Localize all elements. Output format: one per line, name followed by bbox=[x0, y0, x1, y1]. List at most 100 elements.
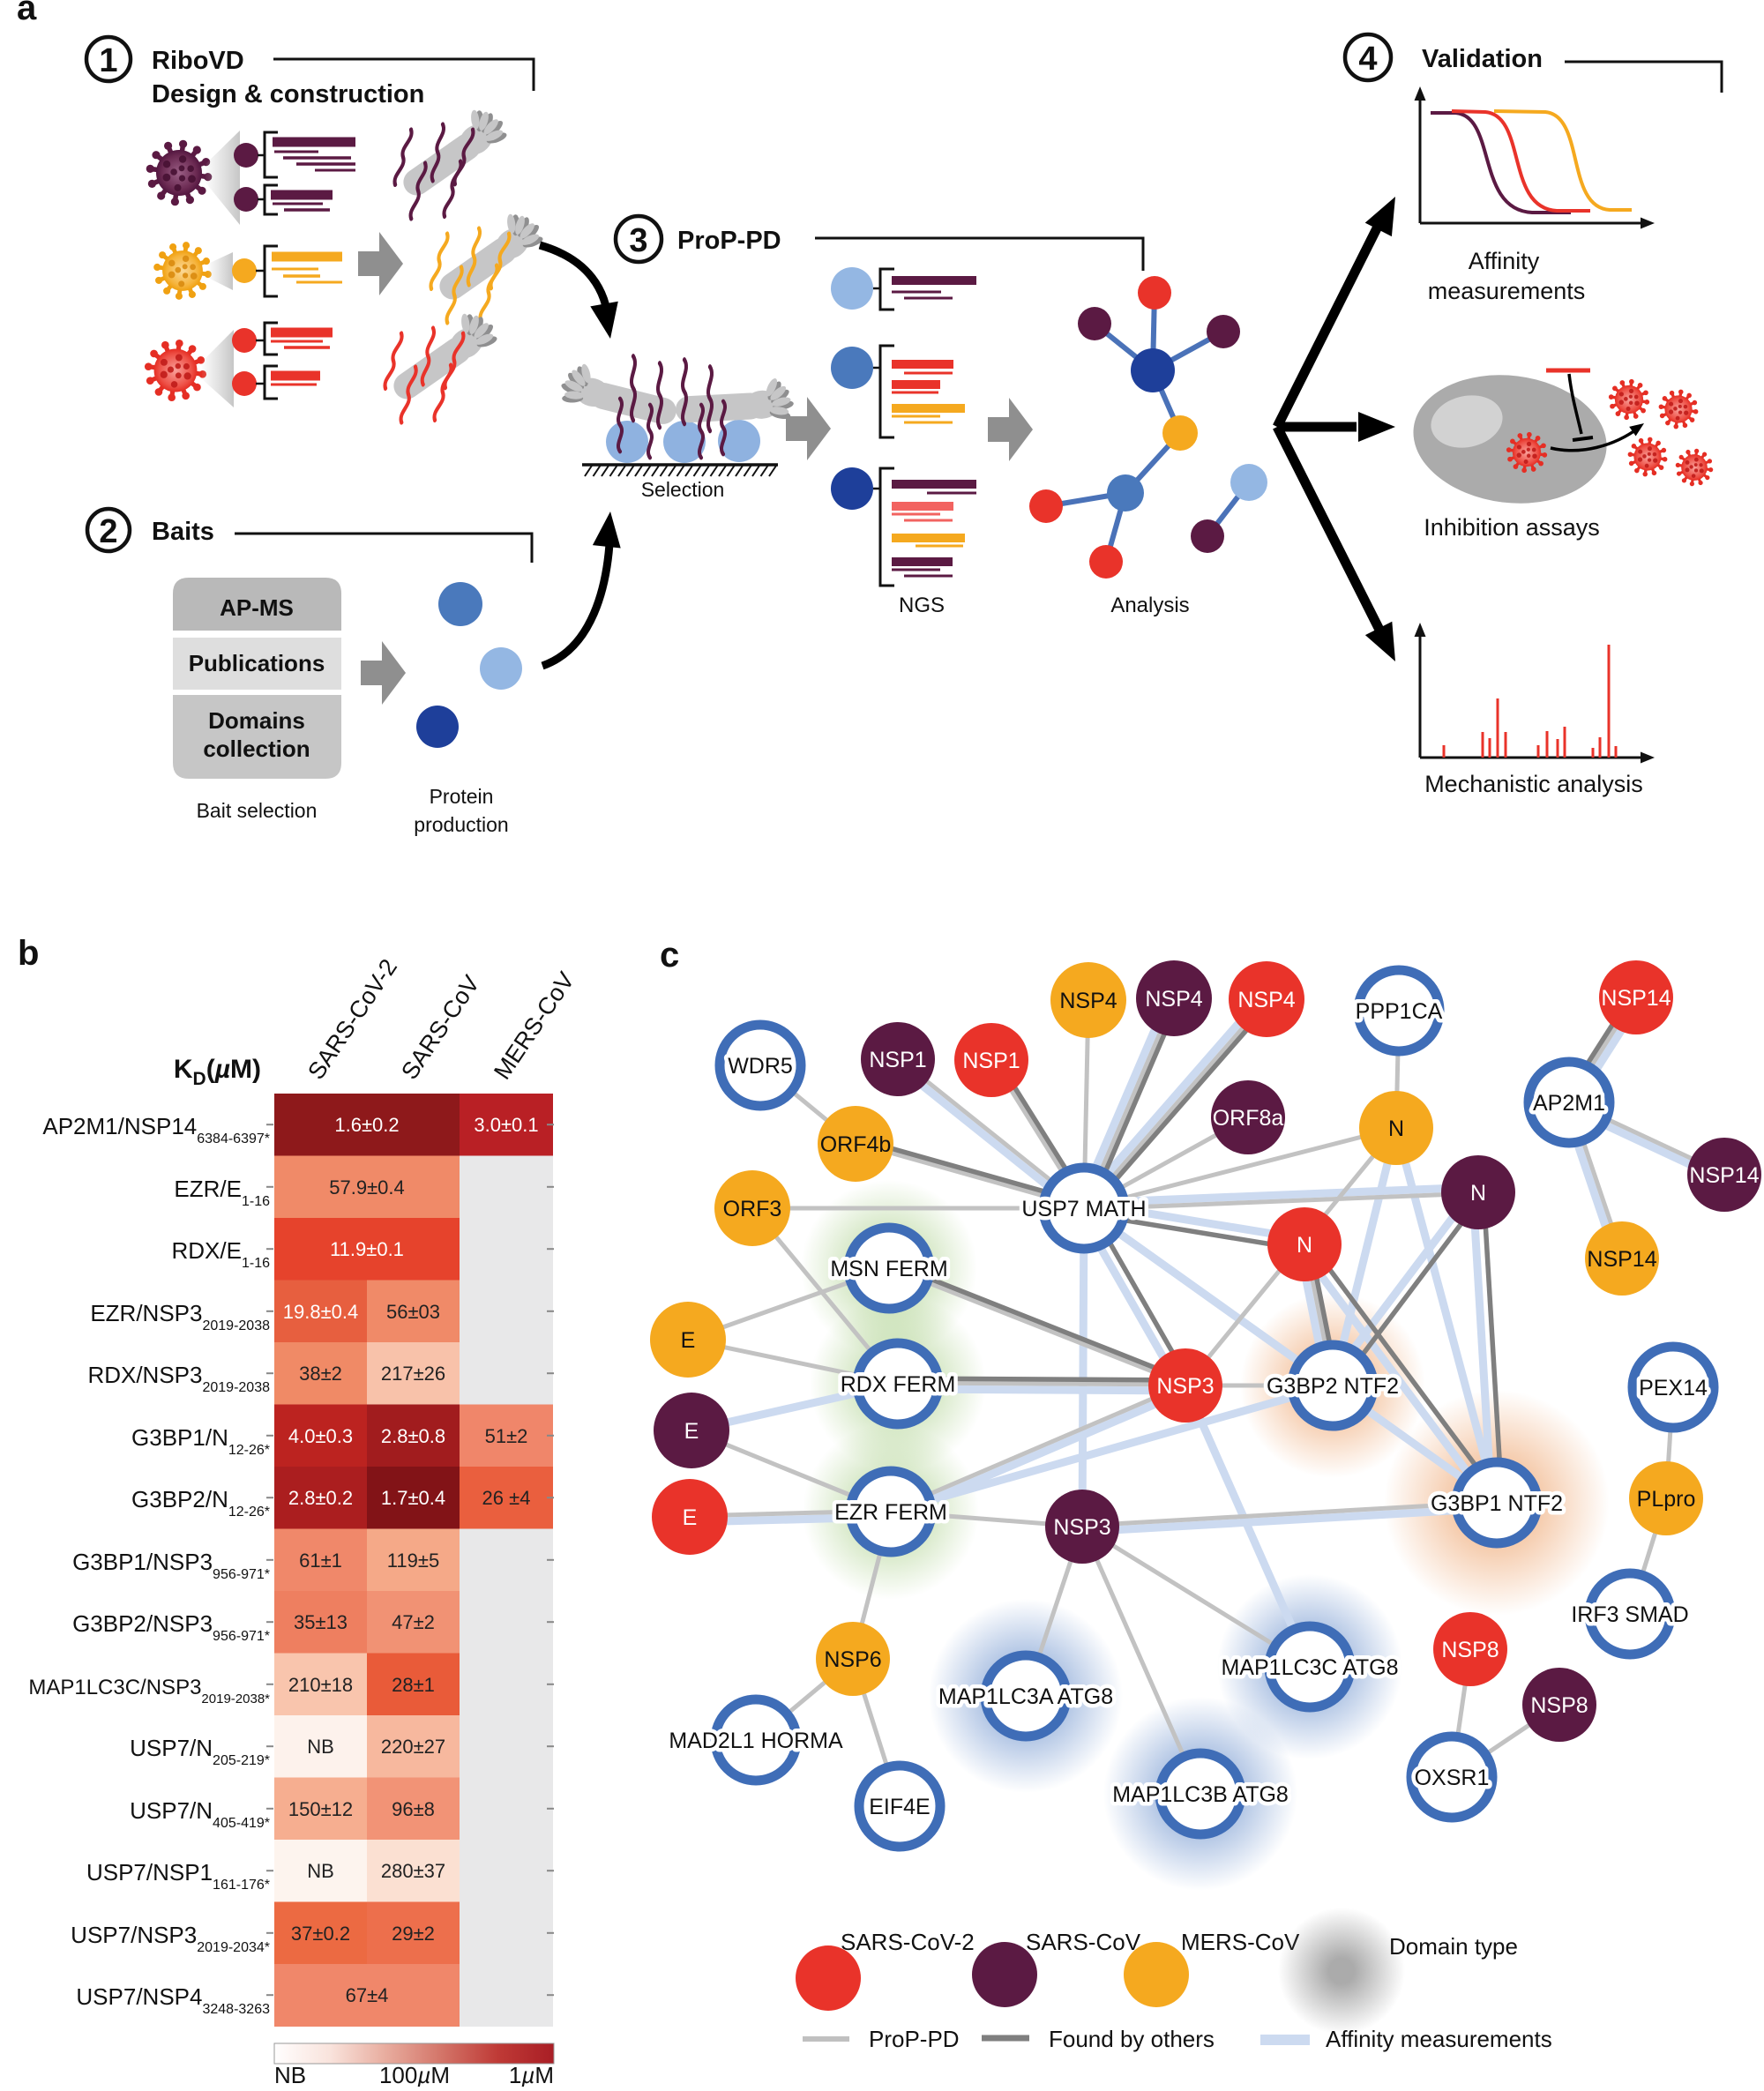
svg-text:Bait selection: Bait selection bbox=[197, 799, 318, 822]
svg-text:Domain type: Domain type bbox=[1389, 1933, 1518, 1960]
svg-text:100µM: 100µM bbox=[379, 2062, 450, 2087]
svg-text:Domains: Domains bbox=[208, 707, 305, 734]
svg-text:Selection: Selection bbox=[641, 478, 725, 501]
svg-text:N: N bbox=[1470, 1181, 1486, 1206]
svg-text:SARS-CoV: SARS-CoV bbox=[1026, 1929, 1141, 1955]
svg-text:AP-MS: AP-MS bbox=[220, 594, 294, 621]
svg-text:11.9±0.1: 11.9±0.1 bbox=[330, 1238, 404, 1260]
svg-text:119±5: 119±5 bbox=[387, 1550, 439, 1572]
svg-text:c: c bbox=[660, 936, 679, 975]
svg-text:Mechanistic analysis: Mechanistic analysis bbox=[1424, 771, 1643, 797]
svg-text:G3BP2 NTF2: G3BP2 NTF2 bbox=[1267, 1374, 1399, 1399]
svg-text:4.0±0.3: 4.0±0.3 bbox=[288, 1425, 353, 1447]
svg-text:Design & construction: Design & construction bbox=[152, 80, 424, 108]
svg-text:NSP14: NSP14 bbox=[1601, 986, 1671, 1011]
svg-text:a: a bbox=[17, 0, 37, 27]
svg-text:ProP-PD: ProP-PD bbox=[869, 2026, 960, 2052]
svg-text:51±2: 51±2 bbox=[485, 1425, 528, 1447]
svg-text:38±2: 38±2 bbox=[299, 1363, 342, 1385]
svg-text:NSP1: NSP1 bbox=[962, 1049, 1020, 1073]
svg-text:NSP8: NSP8 bbox=[1530, 1693, 1588, 1718]
svg-text:NSP4: NSP4 bbox=[1145, 987, 1202, 1012]
svg-text:MAD2L1 HORMA: MAD2L1 HORMA bbox=[669, 1729, 843, 1753]
svg-text:3.0±0.1: 3.0±0.1 bbox=[474, 1114, 538, 1136]
svg-text:MERS-CoV: MERS-CoV bbox=[1181, 1929, 1300, 1955]
svg-text:KD(µM): KD(µM) bbox=[174, 1055, 261, 1089]
svg-text:Protein: Protein bbox=[430, 785, 494, 808]
svg-text:67±4: 67±4 bbox=[346, 1984, 389, 2006]
svg-text:IRF3 SMAD: IRF3 SMAD bbox=[1571, 1602, 1688, 1627]
svg-text:Publications: Publications bbox=[189, 650, 325, 676]
svg-text:E: E bbox=[683, 1505, 698, 1530]
svg-text:RiboVD: RiboVD bbox=[152, 47, 244, 75]
svg-text:OXSR1: OXSR1 bbox=[1415, 1766, 1490, 1790]
svg-text:MAP1LC3C ATG8: MAP1LC3C ATG8 bbox=[1221, 1655, 1398, 1680]
svg-text:1.7±0.4: 1.7±0.4 bbox=[381, 1487, 445, 1509]
svg-text:E: E bbox=[684, 1419, 699, 1444]
svg-text:NSP8: NSP8 bbox=[1441, 1638, 1499, 1662]
svg-text:MAP1LC3A ATG8: MAP1LC3A ATG8 bbox=[938, 1684, 1113, 1709]
svg-text:NGS: NGS bbox=[899, 594, 945, 617]
svg-text:210±18: 210±18 bbox=[288, 1674, 353, 1696]
svg-text:280±37: 280±37 bbox=[381, 1860, 445, 1882]
svg-text:1.6±0.2: 1.6±0.2 bbox=[334, 1114, 399, 1136]
svg-text:Validation: Validation bbox=[1422, 45, 1543, 73]
svg-text:production: production bbox=[414, 813, 508, 836]
svg-text:56±03: 56±03 bbox=[386, 1301, 440, 1323]
svg-text:2: 2 bbox=[99, 513, 117, 550]
svg-text:EZR FERM: EZR FERM bbox=[834, 1500, 947, 1525]
svg-text:NSP4: NSP4 bbox=[1237, 988, 1295, 1012]
svg-text:NSP3: NSP3 bbox=[1053, 1515, 1110, 1540]
svg-text:measurements: measurements bbox=[1428, 278, 1586, 304]
svg-text:MSN FERM: MSN FERM bbox=[830, 1257, 947, 1281]
svg-text:217±26: 217±26 bbox=[381, 1363, 445, 1385]
svg-text:NB: NB bbox=[274, 2062, 306, 2087]
svg-text:35±13: 35±13 bbox=[294, 1611, 348, 1633]
svg-text:WDR5: WDR5 bbox=[728, 1054, 793, 1079]
svg-text:2.8±0.8: 2.8±0.8 bbox=[381, 1425, 445, 1447]
svg-text:Inhibition assays: Inhibition assays bbox=[1424, 514, 1600, 541]
svg-text:PPP1CA: PPP1CA bbox=[1356, 999, 1443, 1024]
svg-text:NSP1: NSP1 bbox=[869, 1048, 926, 1072]
svg-text:NSP14: NSP14 bbox=[1689, 1163, 1759, 1188]
svg-text:NB: NB bbox=[307, 1860, 334, 1882]
svg-text:220±27: 220±27 bbox=[381, 1736, 445, 1758]
svg-text:Affinity: Affinity bbox=[1469, 248, 1540, 274]
svg-text:1: 1 bbox=[99, 42, 117, 79]
svg-text:28±1: 28±1 bbox=[392, 1674, 435, 1696]
svg-text:37±0.2: 37±0.2 bbox=[291, 1923, 350, 1945]
svg-text:b: b bbox=[18, 934, 39, 973]
svg-text:19.8±0.4: 19.8±0.4 bbox=[283, 1301, 358, 1323]
svg-text:Baits: Baits bbox=[152, 518, 214, 546]
svg-text:57.9±0.4: 57.9±0.4 bbox=[329, 1176, 404, 1199]
svg-text:collection: collection bbox=[203, 736, 310, 762]
svg-text:ORF3: ORF3 bbox=[723, 1197, 782, 1221]
svg-text:MAP1LC3B ATG8: MAP1LC3B ATG8 bbox=[1112, 1782, 1289, 1807]
svg-text:PLpro: PLpro bbox=[1637, 1487, 1696, 1512]
svg-text:E: E bbox=[681, 1328, 696, 1353]
svg-text:NB: NB bbox=[307, 1736, 334, 1758]
svg-text:ORF4b: ORF4b bbox=[820, 1132, 892, 1157]
svg-text:29±2: 29±2 bbox=[392, 1923, 435, 1945]
svg-text:G3BP1 NTF2: G3BP1 NTF2 bbox=[1431, 1491, 1563, 1516]
svg-text:4: 4 bbox=[1358, 41, 1377, 78]
svg-text:Found by others: Found by others bbox=[1049, 2026, 1215, 2052]
svg-text:ProP-PD: ProP-PD bbox=[677, 227, 781, 255]
svg-text:N: N bbox=[1388, 1116, 1404, 1141]
svg-text:N: N bbox=[1297, 1233, 1312, 1258]
svg-text:61±1: 61±1 bbox=[299, 1550, 342, 1572]
svg-text:ORF8a: ORF8a bbox=[1213, 1106, 1284, 1131]
svg-text:150±12: 150±12 bbox=[288, 1798, 353, 1820]
svg-text:AP2M1: AP2M1 bbox=[1533, 1091, 1605, 1116]
svg-text:Affinity measurements: Affinity measurements bbox=[1326, 2026, 1552, 2052]
svg-text:3: 3 bbox=[629, 222, 647, 259]
svg-text:NSP6: NSP6 bbox=[824, 1647, 881, 1672]
svg-text:SARS-CoV-2: SARS-CoV-2 bbox=[841, 1929, 975, 1955]
svg-text:NSP4: NSP4 bbox=[1059, 989, 1117, 1013]
svg-text:NSP14: NSP14 bbox=[1587, 1247, 1656, 1272]
svg-text:EIF4E: EIF4E bbox=[869, 1795, 930, 1819]
svg-text:PEX14: PEX14 bbox=[1639, 1376, 1708, 1400]
svg-text:RDX FERM: RDX FERM bbox=[841, 1372, 956, 1397]
svg-text:1µM: 1µM bbox=[509, 2062, 554, 2087]
svg-text:47±2: 47±2 bbox=[392, 1611, 435, 1633]
